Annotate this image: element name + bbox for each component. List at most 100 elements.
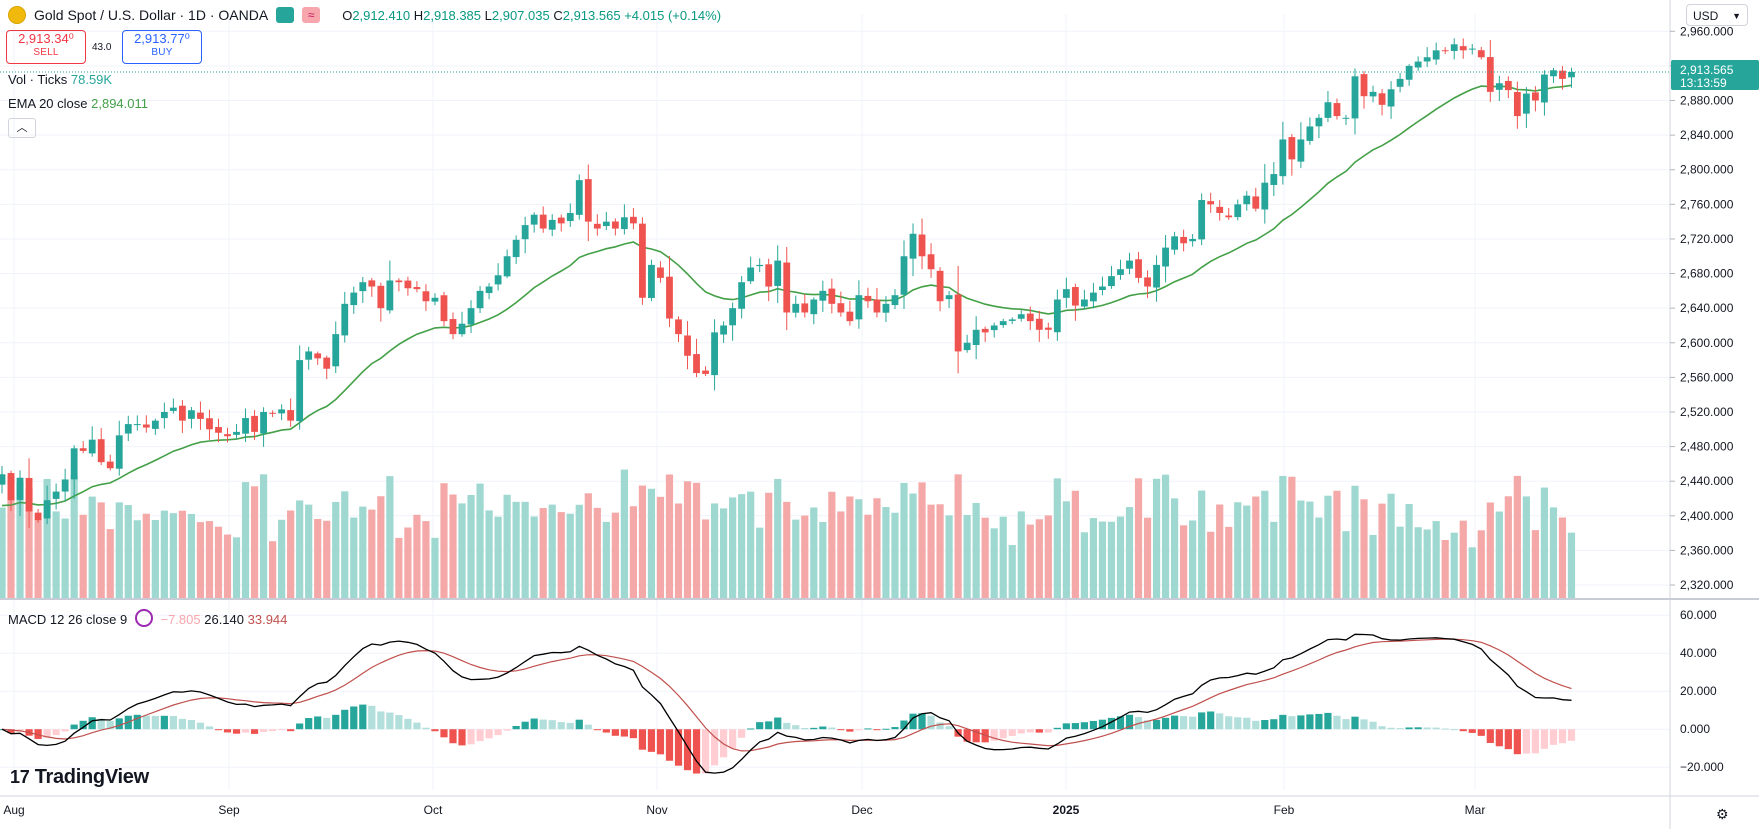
macd-histogram-bar: [683, 729, 692, 771]
candle-body: [675, 319, 682, 335]
buy-button[interactable]: 2,913.77⁰ BUY: [122, 30, 202, 64]
macd-histogram-bar: [1369, 721, 1377, 730]
volume-bar: [196, 522, 205, 598]
currency-selector[interactable]: USD ▼: [1686, 4, 1748, 26]
macd-histogram-bar: [88, 717, 96, 730]
volume-bar: [530, 516, 538, 598]
volume-bar: [187, 513, 196, 598]
candle-body: [1550, 70, 1557, 77]
volume-bar: [738, 494, 746, 598]
volume-bar: [1180, 525, 1188, 598]
macd-histogram-bar: [205, 726, 214, 730]
macd-histogram-bar: [1324, 712, 1332, 730]
volume-bar: [1405, 504, 1413, 598]
volume-bar: [1333, 490, 1341, 598]
macd-legend[interactable]: MACD 12 26 close 9 −7.805 26.140 33.944: [8, 609, 287, 627]
macd-histogram-bar: [151, 715, 159, 730]
countdown-label: 13:13:59: [1680, 76, 1727, 90]
wave-icon[interactable]: ≈: [302, 7, 321, 23]
candle-body: [7, 473, 15, 501]
volume-bar: [1486, 502, 1494, 598]
macd-histogram-bar: [1540, 729, 1549, 749]
candle-body: [1090, 292, 1097, 302]
time-tick-label: Mar: [1465, 803, 1486, 817]
volume-bar: [431, 537, 439, 598]
gear-icon[interactable]: ⚙: [1716, 806, 1729, 822]
candle-body: [954, 294, 962, 352]
volume-bar: [1008, 545, 1016, 598]
candle-body: [142, 424, 150, 428]
macd-histogram-bar: [422, 727, 430, 730]
macd-histogram-bar: [1171, 715, 1179, 730]
volume-bar: [97, 502, 105, 598]
symbol-title[interactable]: Gold Spot / U.S. Dollar · 1D · OANDA: [34, 7, 269, 23]
macd-histogram-bar: [990, 729, 998, 741]
macd-hist-value: −7.805: [160, 612, 201, 627]
high-value: 2,918.385: [423, 7, 482, 23]
candle-body: [584, 179, 592, 222]
volume-bar: [1360, 499, 1368, 598]
macd-histogram-bar: [1035, 729, 1043, 733]
volume-bar: [341, 491, 349, 598]
candle-body: [377, 285, 385, 309]
sell-button[interactable]: 2,913.34⁰ SELL: [6, 30, 86, 64]
macd-histogram-bar: [1549, 729, 1558, 745]
candle-body: [693, 354, 700, 374]
candle-body: [837, 303, 845, 313]
macd-histogram-bar: [1026, 729, 1034, 733]
macd-histogram-bar: [350, 706, 358, 730]
volume-bar: [115, 502, 123, 598]
macd-histogram-bar: [494, 729, 502, 736]
price-tick-label: 2,320.000: [1680, 578, 1734, 592]
volume-bar: [557, 512, 565, 598]
macd-tick-label: −20.000: [1680, 760, 1724, 774]
volume-bar: [25, 488, 33, 598]
macd-histogram-bar: [241, 729, 250, 733]
price-tick-label: 2,960.000: [1680, 24, 1734, 38]
volume-bar: [124, 505, 132, 598]
macd-histogram-bar: [548, 720, 556, 730]
volume-bar: [602, 521, 610, 598]
macd-histogram-bar: [1486, 729, 1494, 743]
volume-legend[interactable]: Vol · Ticks 78.59K: [8, 72, 112, 87]
macd-histogram-bar: [918, 713, 926, 730]
collapse-legend-button[interactable]: ︿: [8, 118, 36, 138]
market-open-icon[interactable]: [276, 7, 295, 23]
volume-bar: [1513, 475, 1521, 598]
candle-body: [1414, 61, 1422, 68]
macd-histogram-bar: [972, 729, 980, 743]
macd-histogram-bar: [1387, 727, 1395, 730]
macd-histogram-bar: [1513, 729, 1521, 755]
macd-label: MACD 12 26 close 9: [8, 612, 128, 627]
gold-coin-icon: [8, 6, 26, 24]
time-tick-label: Oct: [424, 803, 443, 817]
macd-histogram-bar: [665, 729, 674, 761]
volume-bar: [900, 482, 908, 598]
macd-histogram-bar: [738, 729, 746, 738]
candle-body: [918, 234, 926, 257]
volume-bar: [1152, 478, 1161, 598]
candle-body: [1035, 318, 1043, 330]
volume-bar: [79, 514, 87, 598]
candle-body: [52, 491, 60, 499]
macd-histogram-bar: [1270, 719, 1278, 730]
macd-histogram-bar: [1342, 719, 1350, 730]
macd-histogram-bar: [936, 722, 944, 730]
low-value: 2,907.035: [491, 7, 550, 23]
volume-bar: [1225, 526, 1233, 598]
volume-bar: [710, 503, 719, 598]
volume-bar: [593, 507, 601, 598]
time-tick-label: Aug: [3, 803, 24, 817]
volume-bar: [1450, 532, 1458, 598]
macd-settings-icon[interactable]: [134, 609, 153, 627]
volume-bar: [404, 527, 412, 598]
ema-legend[interactable]: EMA 20 close 2,894.011: [8, 96, 148, 111]
candle-body: [774, 260, 782, 286]
volume-bar: [485, 510, 493, 598]
macd-histogram-bar: [440, 729, 448, 738]
volume-bar: [52, 511, 60, 598]
volume-bar: [620, 469, 628, 598]
candle-body: [1468, 48, 1476, 50]
volume-bar: [1270, 521, 1278, 598]
